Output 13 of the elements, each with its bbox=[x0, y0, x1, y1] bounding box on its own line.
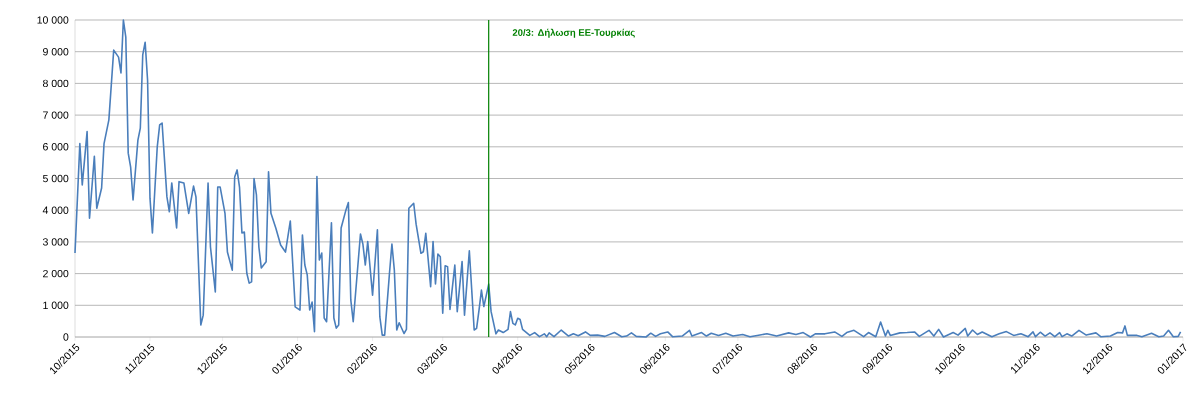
y-tick-label: 7 000 bbox=[43, 111, 69, 119]
y-tick-label: 9 000 bbox=[43, 47, 69, 56]
y-tick-label: 2 000 bbox=[43, 269, 69, 278]
ref-line-label: 20/3: Δήλωση ΕΕ-Τουρκίας bbox=[512, 28, 635, 38]
y-tick-label: 6 000 bbox=[43, 143, 69, 151]
y-tick-label: 5 000 bbox=[42, 174, 69, 183]
y-tick-label: 1 000 bbox=[43, 301, 69, 310]
y-tick-label: 0 bbox=[63, 333, 69, 341]
y-tick-label: 4 000 bbox=[42, 206, 69, 214]
y-tick-label: 8 000 bbox=[42, 79, 69, 88]
y-tick-label: 3 000 bbox=[42, 238, 69, 246]
y-tick-label: 10 000 bbox=[37, 16, 69, 24]
line-series bbox=[74, 19, 1182, 338]
